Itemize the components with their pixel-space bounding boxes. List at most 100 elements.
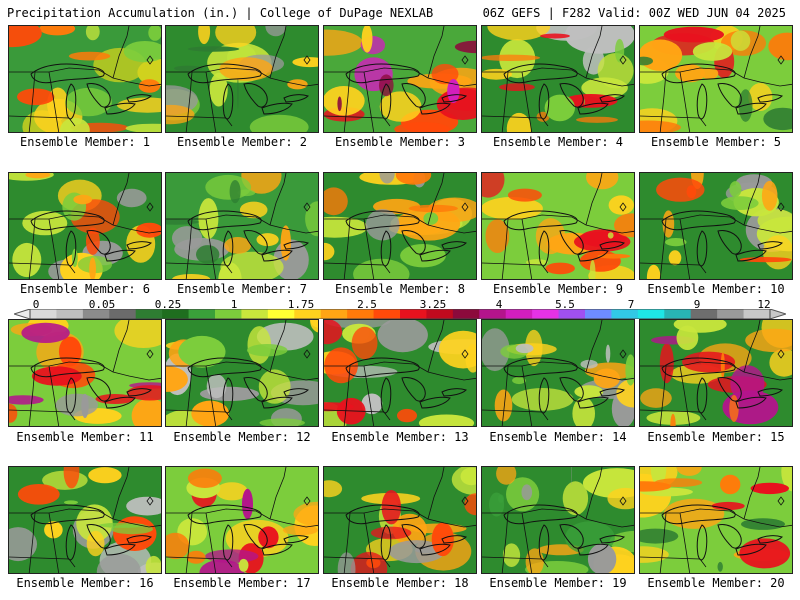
precip-contour xyxy=(607,487,634,510)
colorbar-swatch xyxy=(135,309,163,319)
ensemble-member-label: Ensemble Member: 17 xyxy=(173,576,311,590)
state-border xyxy=(482,508,634,528)
island-marker xyxy=(619,349,627,359)
ensemble-map-panel xyxy=(165,319,319,427)
colorbar-label: 3.25 xyxy=(419,298,447,311)
precip-contour xyxy=(738,89,753,122)
lake-outline xyxy=(735,249,767,262)
lake-outline xyxy=(345,210,420,231)
lake-outline xyxy=(696,524,708,561)
colorbar-swatch xyxy=(267,309,295,319)
island-marker xyxy=(619,202,627,212)
lake-outline xyxy=(261,396,293,409)
precip-contour xyxy=(237,78,239,109)
state-border xyxy=(427,467,445,520)
precip-contour xyxy=(55,393,98,417)
ensemble-member-label: Ensemble Member: 9 xyxy=(492,282,624,296)
lake-outline xyxy=(401,524,426,549)
precip-contour xyxy=(720,474,741,495)
precip-contour xyxy=(625,354,634,386)
precip-contour xyxy=(763,235,792,270)
colorbar-swatch xyxy=(82,309,110,319)
colorbar-swatch xyxy=(400,309,427,319)
precip-contour xyxy=(136,222,161,238)
colorbar-right-arrow xyxy=(769,309,786,319)
colorbar-swatch xyxy=(320,309,348,319)
precip-contour xyxy=(482,197,543,220)
precip-contour xyxy=(379,74,394,97)
precip-contour xyxy=(123,41,161,63)
lake-outline xyxy=(126,94,152,103)
precip-contour xyxy=(614,213,634,238)
state-border xyxy=(427,173,445,226)
state-border xyxy=(48,71,60,132)
precip-contour xyxy=(572,397,595,426)
island-marker xyxy=(303,349,311,359)
colorbar-left-arrow xyxy=(14,309,31,319)
lake-outline xyxy=(222,230,234,267)
precip-contour xyxy=(17,88,55,106)
lake-outline xyxy=(577,249,609,262)
colorbar-swatch xyxy=(109,309,137,319)
precip-contour xyxy=(324,187,348,216)
precip-contour xyxy=(525,329,543,367)
precipitation-map xyxy=(324,467,476,573)
precip-contour xyxy=(60,117,90,132)
lake-outline xyxy=(717,230,742,255)
precip-contour xyxy=(125,123,161,132)
lake-outline xyxy=(283,535,309,544)
precip-contour xyxy=(265,26,287,37)
precip-contour xyxy=(526,259,548,266)
precip-contour xyxy=(249,114,309,132)
colorbar-swatch xyxy=(611,309,639,319)
ensemble-member-label: Ensemble Member: 11 xyxy=(16,430,154,444)
precip-contour xyxy=(580,229,627,248)
precip-contour xyxy=(324,86,365,116)
precip-contour xyxy=(166,219,200,225)
state-border xyxy=(743,173,761,226)
colorbar-swatch xyxy=(505,309,533,319)
state-border xyxy=(343,218,351,279)
precip-contour xyxy=(574,385,604,399)
lake-outline xyxy=(222,524,234,561)
colorbar-label: 12 xyxy=(757,298,771,311)
precip-contour xyxy=(96,553,141,573)
precip-contour xyxy=(663,26,724,43)
precip-contour xyxy=(22,210,68,236)
ensemble-map-panel xyxy=(8,172,162,280)
precip-contour xyxy=(337,96,342,112)
lake-outline xyxy=(696,230,708,267)
precip-contour xyxy=(750,482,789,495)
state-border xyxy=(679,365,691,426)
precip-contour xyxy=(241,173,282,194)
precip-contour xyxy=(17,484,60,505)
state-border xyxy=(343,365,351,426)
precip-contour xyxy=(489,492,505,517)
colorbar-label: 2.5 xyxy=(357,298,377,311)
state-border xyxy=(205,365,217,426)
precipitation-map xyxy=(166,26,318,132)
precip-contour xyxy=(581,77,628,99)
precip-contour xyxy=(215,482,248,501)
precip-contour xyxy=(114,320,161,348)
island-marker xyxy=(619,55,627,65)
precip-contour xyxy=(238,558,249,572)
precipitation-map xyxy=(9,320,161,426)
colorbar-swatch xyxy=(558,309,586,319)
ensemble-member-label: Ensemble Member: 10 xyxy=(647,282,785,296)
precip-contour xyxy=(148,26,161,41)
colorbar-swatch xyxy=(294,309,322,319)
precip-contour xyxy=(68,51,111,61)
ensemble-map-panel xyxy=(323,466,477,574)
lake-outline xyxy=(104,396,136,409)
lake-outline xyxy=(380,377,392,414)
precipitation-map xyxy=(482,26,634,132)
state-border xyxy=(659,218,667,279)
precip-contour xyxy=(668,250,682,266)
precip-contour xyxy=(615,38,625,63)
lake-outline xyxy=(661,63,736,84)
state-border xyxy=(166,214,318,234)
precip-contour xyxy=(781,467,792,492)
precip-contour xyxy=(215,26,257,48)
state-border xyxy=(28,71,36,132)
